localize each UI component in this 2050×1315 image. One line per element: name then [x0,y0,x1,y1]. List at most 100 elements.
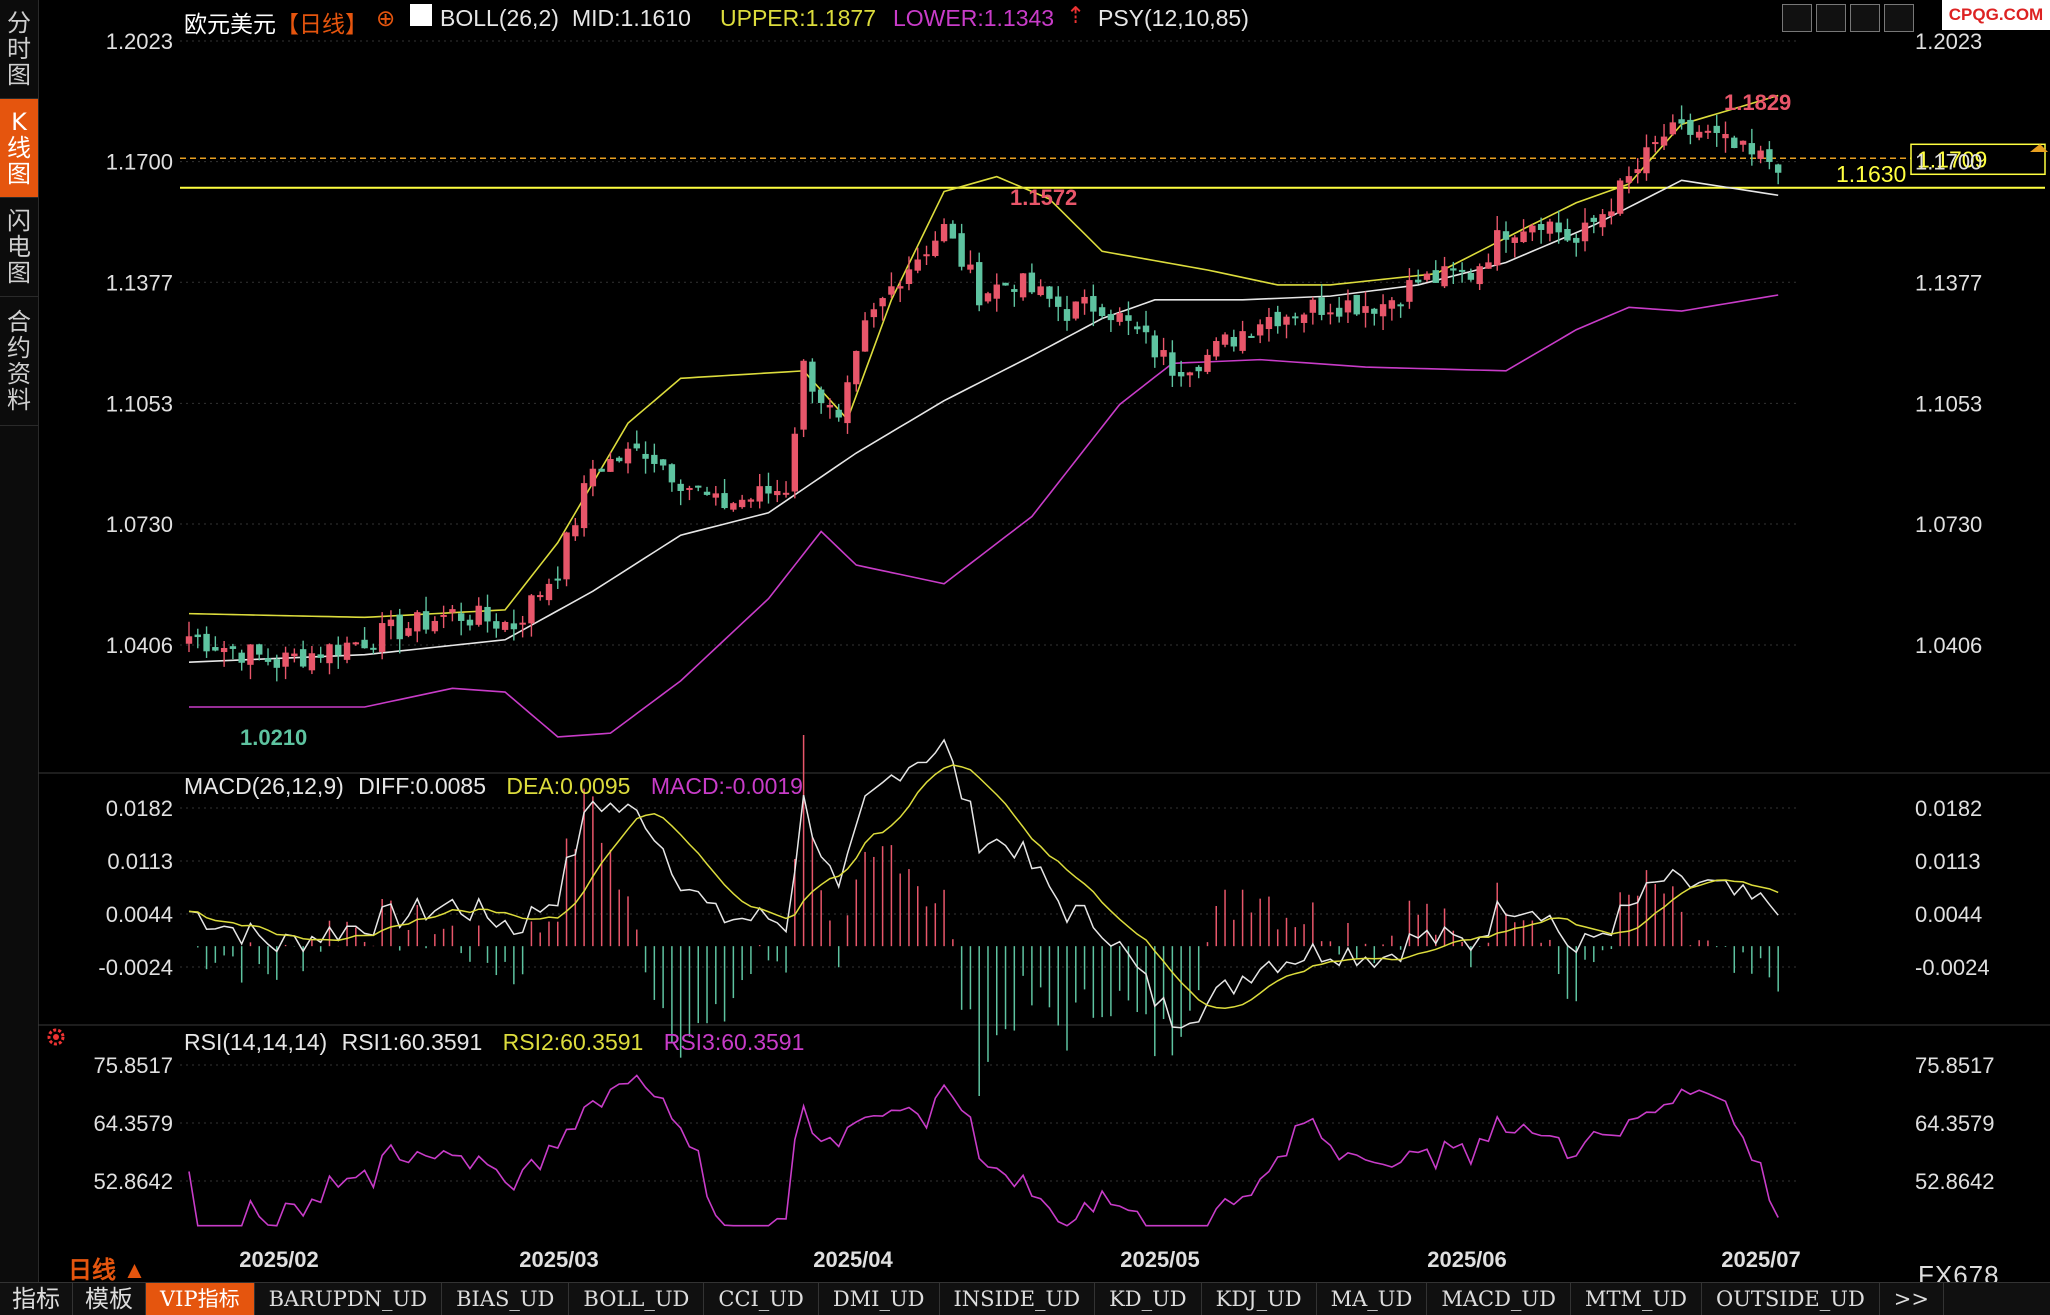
indicator-tab-boll-ud[interactable]: BOLL_UD [569,1283,705,1315]
candle-body [1388,300,1396,309]
candle-body [299,649,307,667]
indicator-tab-macd-ud[interactable]: MACD_UD [1427,1283,1571,1315]
candle-body [958,233,965,267]
price-axis-tick-right: 1.0730 [1915,512,1982,537]
candle-body [519,622,526,625]
candle-body [1432,270,1439,283]
settings-gear-icon[interactable] [44,1025,68,1049]
macd-axis-tick-left: 0.0044 [106,902,173,927]
candle-body [1116,313,1123,322]
rsi-axis-tick-right: 75.8517 [1915,1053,1995,1078]
exit-icon[interactable] [1884,4,1914,32]
sidebar-tab-timeshare[interactable]: 分时图 [0,0,38,99]
candle-body [1309,299,1317,313]
crosshair-icon[interactable]: ⊕ [376,5,396,31]
chart-toolbar [1782,4,1914,32]
candle-body [1748,143,1756,155]
current-price-box [1910,143,2046,176]
indicator-tab-[interactable]: 模板 [73,1283,146,1315]
table-icon[interactable] [1816,4,1846,32]
macd-dea-line [188,764,1779,1010]
candle-body [1485,262,1492,269]
price-axis-tick-left: 1.1053 [106,391,173,416]
indicator-tab-dmi-ud[interactable]: DMI_UD [819,1283,940,1315]
candle-body [756,486,763,502]
candle-body [1055,296,1062,307]
rsi3-value: RSI3:60.3591 [663,1029,805,1055]
candle-body [212,647,219,651]
price-axis-tick-right: 1.1377 [1915,270,1982,295]
candle-body [1134,326,1141,330]
candle-body [598,468,605,472]
price-axis-tick-left: 1.1700 [106,150,173,175]
x-axis-label: 2025/02 [239,1247,319,1272]
indicator-chart-icon[interactable] [410,4,432,26]
x-axis-label: 2025/03 [519,1247,599,1272]
candle-body [291,653,298,657]
rsi2-value: RSI2:60.3591 [502,1029,644,1055]
candle-body [967,264,974,270]
candle-body [282,652,289,667]
candle-body [1669,122,1677,135]
grid-layout-icon[interactable] [1782,4,1812,32]
candle-body [1195,366,1202,372]
candle-body [247,644,254,665]
candle-body [1774,164,1782,173]
price-marker-icon [2030,144,2048,152]
boll-label: BOLL(26,2) [440,5,559,31]
candle-body [1406,280,1413,302]
candle-body [1028,272,1036,293]
candle-body [501,621,509,630]
indicator-tab-bias-ud[interactable]: BIAS_UD [442,1283,570,1315]
indicator-tab-inside-ud[interactable]: INSIDE_UD [940,1283,1096,1315]
indicator-tab-[interactable]: 指标 [0,1283,73,1315]
indicator-tab-barupdn-ud[interactable]: BARUPDN_UD [255,1283,443,1315]
indicator-tab-cci-ud[interactable]: CCI_UD [704,1283,819,1315]
candle-body [686,487,693,490]
candle-body [1450,268,1457,271]
candle-body [835,409,842,418]
candle-body [1520,231,1527,243]
candle-body [238,652,245,663]
sidebar-tab-flash[interactable]: 闪电图 [0,198,38,297]
indicator-tab-[interactable]: >> [1880,1283,1944,1315]
candle-body [580,483,588,529]
candle-body [194,634,201,638]
current-price-label: 1.1709 [1917,146,1987,172]
indicator-tab-vip[interactable]: VIP指标 [146,1283,255,1315]
period-label[interactable]: 【日线】 [276,11,368,37]
candle-body [1529,225,1536,233]
draw-tool-icon[interactable] [1850,4,1880,32]
candle-body [1283,316,1290,325]
candle-body [1423,273,1431,280]
candle-body [1248,335,1255,338]
indicator-tab-ma-ud[interactable]: MA_UD [1317,1283,1428,1315]
indicator-tab-outside-ud[interactable]: OUTSIDE_UD [1702,1283,1880,1315]
candle-body [1652,142,1659,145]
indicator-tab-kdj-ud[interactable]: KDJ_UD [1202,1283,1317,1315]
candle-body [1573,237,1580,243]
candle-body [1634,169,1641,174]
period-selector[interactable]: 日线 ▲ [68,1257,147,1284]
candle-body [914,259,921,271]
candle-body [1415,279,1422,283]
rsi-axis-tick-left: 75.8517 [93,1053,173,1078]
indicator-tab-mtm-ud[interactable]: MTM_UD [1571,1283,1702,1315]
candle-body [1300,314,1308,323]
candle-body [1125,315,1132,321]
candle-body [1362,306,1369,313]
sidebar-tab-contract-info[interactable]: 合约资料 [0,297,38,426]
candle-body [1327,312,1334,315]
boll-bands [188,94,1779,738]
candle-body [352,642,360,645]
indicator-tab-kd-ud[interactable]: KD_UD [1095,1283,1202,1315]
candle-body [976,262,983,306]
candle-body [940,224,948,242]
candle-body [1502,231,1510,240]
candle-body [273,659,280,668]
candle-body [1151,335,1158,358]
candle-body [554,578,561,581]
candle-body [1292,316,1299,319]
